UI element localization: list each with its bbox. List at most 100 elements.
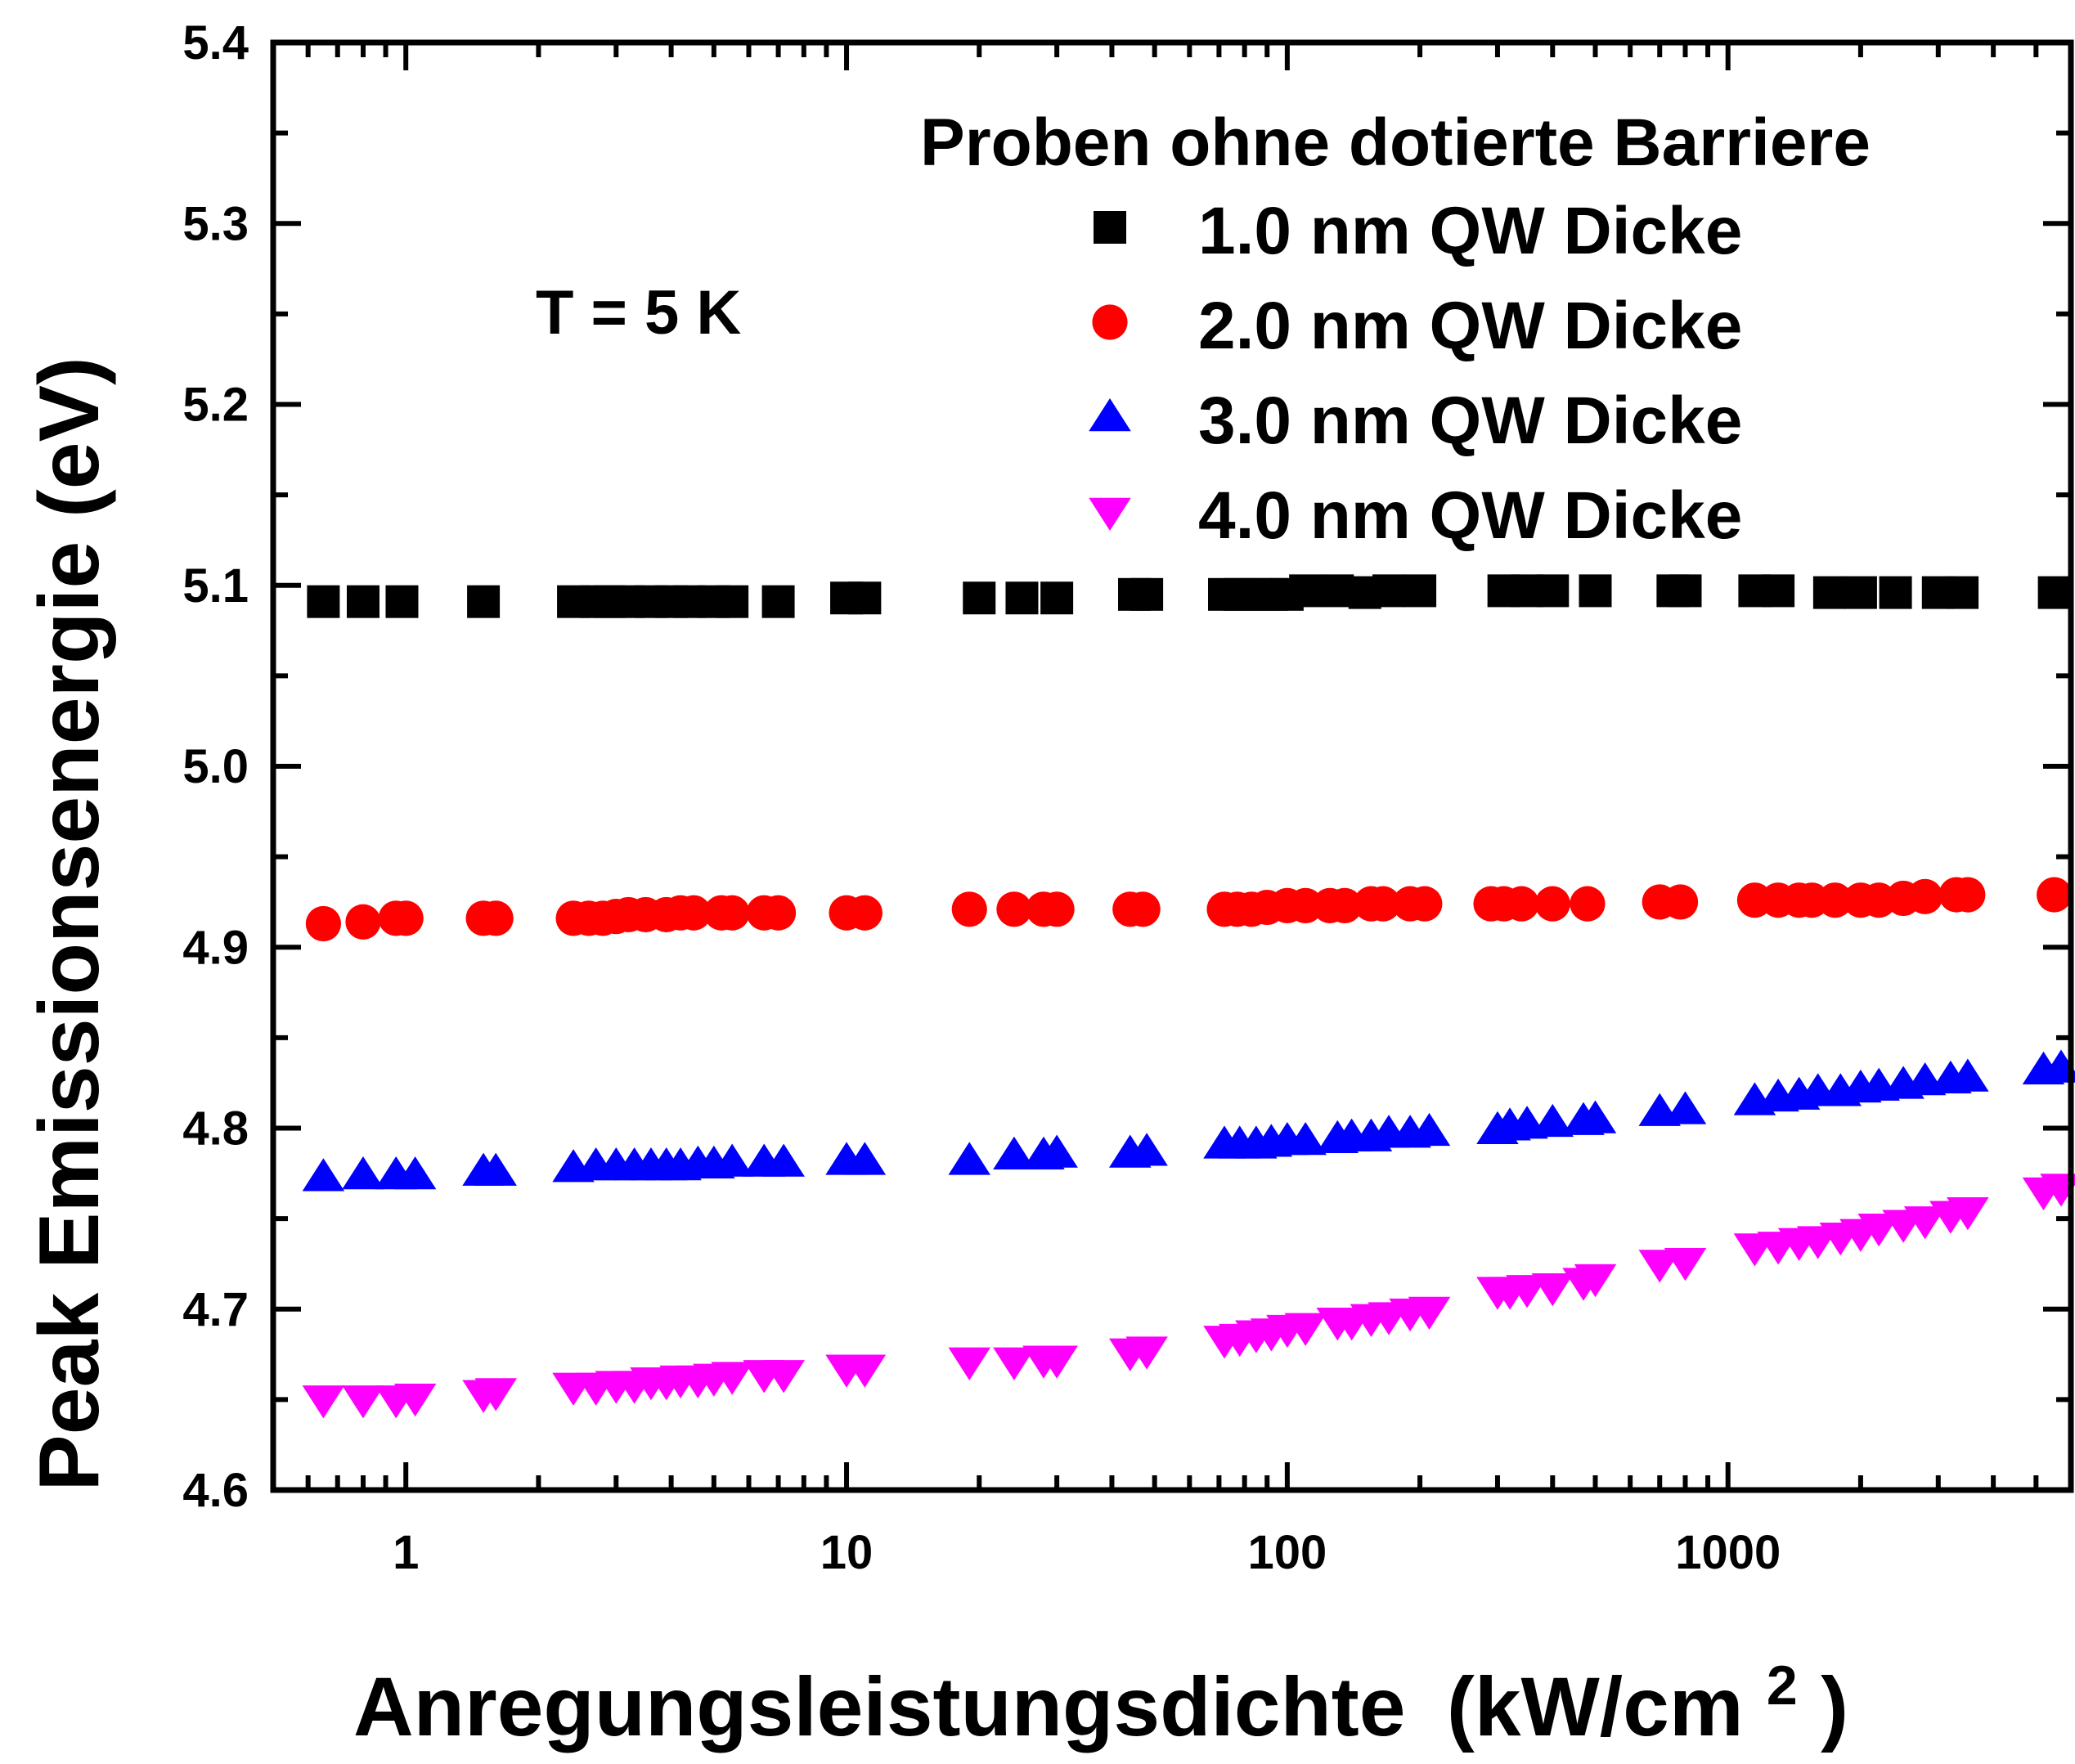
- data-point: [762, 1360, 805, 1394]
- data-point: [1574, 1100, 1617, 1133]
- legend: 1.0 nm QW Dicke 2.0 nm QW Dicke 3.0 nm QW …: [1089, 194, 1742, 553]
- data-point: [474, 1152, 517, 1186]
- data-point: [996, 891, 1032, 927]
- data-point: [1536, 574, 1570, 608]
- data-point: [714, 895, 750, 931]
- data-point: [760, 895, 797, 931]
- data-point: [1040, 581, 1074, 615]
- x-tick-label: 10: [820, 1526, 874, 1579]
- data-point: [1287, 887, 1323, 923]
- data-point: [1903, 1206, 1947, 1240]
- x-axis-title-unit-open: (kW/cm: [1447, 1660, 1744, 1753]
- data-point: [1574, 1264, 1617, 1298]
- data-point: [676, 895, 712, 931]
- data-point: [1035, 1134, 1078, 1168]
- data-point: [388, 900, 424, 936]
- data-point: [478, 900, 514, 936]
- data-point: [1669, 574, 1702, 608]
- x-axis-title-unit-sup: 2: [1767, 1654, 1798, 1717]
- legend-entry: 2.0 nm QW Dicke: [1092, 289, 1742, 363]
- plot-points: [302, 574, 2075, 1419]
- data-point: [951, 891, 987, 927]
- data-point: [993, 1347, 1035, 1380]
- data-point: [1950, 877, 1986, 913]
- legend-entry: 1.0 nm QW Dicke: [1094, 194, 1742, 268]
- data-point: [1408, 1112, 1451, 1147]
- data-point: [1570, 886, 1606, 922]
- x-tick-label: 100: [1247, 1526, 1327, 1579]
- legend-label: 4.0 nm QW Dicke: [1198, 478, 1742, 553]
- x-axis-title: Anregungsleistungsdichte (kW/cm 2 ): [353, 1629, 1848, 1753]
- data-point: [305, 905, 341, 942]
- y-tick-label: 5.0: [182, 740, 249, 793]
- y-axis-title: Peak Emissionsenergie (eV): [22, 357, 117, 1491]
- data-point: [963, 581, 996, 615]
- data-point: [847, 895, 883, 931]
- data-point: [1284, 1313, 1327, 1346]
- data-point: [843, 1354, 887, 1388]
- data-point: [711, 1143, 753, 1177]
- data-point: [1407, 886, 1443, 922]
- legend-marker: [1089, 497, 1131, 531]
- data-point: [1125, 1133, 1168, 1166]
- data-point: [1503, 886, 1539, 922]
- data-point: [1857, 1213, 1900, 1247]
- data-point: [1579, 574, 1612, 608]
- data-point: [307, 585, 340, 618]
- data-point: [1817, 882, 1853, 918]
- data-point: [474, 1378, 517, 1412]
- y-tick-label: 4.8: [182, 1102, 249, 1156]
- data-point: [1035, 1345, 1078, 1379]
- legend-label: 2.0 nm QW Dicke: [1198, 289, 1742, 363]
- data-point: [1531, 1273, 1574, 1307]
- data-point: [1372, 574, 1406, 608]
- data-point: [1762, 574, 1795, 608]
- legend-entry: 4.0 nm QW Dicke: [1089, 478, 1742, 553]
- data-point: [1947, 1058, 1989, 1092]
- series-3: [302, 1049, 2075, 1192]
- data-point: [393, 1383, 437, 1417]
- x-axis-title-unit-close: ): [1821, 1660, 1848, 1753]
- legend-marker: [1092, 304, 1128, 340]
- data-point: [1534, 886, 1570, 922]
- y-tick-label: 5.2: [182, 379, 249, 432]
- x-tick-label: 1000: [1675, 1526, 1781, 1579]
- legend-label: 1.0 nm QW Dicke: [1198, 194, 1742, 268]
- y-tick-label: 4.6: [182, 1464, 249, 1517]
- data-point: [843, 1142, 887, 1175]
- data-point: [342, 1156, 384, 1190]
- data-point: [1844, 576, 1877, 609]
- data-point: [1506, 1275, 1548, 1308]
- data-point: [345, 904, 381, 940]
- data-point: [1005, 581, 1039, 615]
- data-point: [948, 1142, 991, 1175]
- data-point: [848, 581, 882, 615]
- data-point: [1130, 577, 1164, 611]
- data-point: [1321, 574, 1354, 608]
- data-point: [2040, 1174, 2075, 1207]
- data-point: [1638, 1250, 1681, 1283]
- data-point: [1039, 891, 1075, 927]
- data-point: [302, 1158, 345, 1192]
- data-point: [1907, 878, 1943, 914]
- data-point: [1289, 574, 1323, 608]
- data-point: [1879, 576, 1912, 609]
- data-point: [1946, 576, 1979, 609]
- data-point: [1812, 576, 1846, 609]
- data-point: [761, 585, 795, 618]
- x-axis-title-main: Anregungsleistungsdichte: [353, 1660, 1405, 1753]
- series-4: [302, 1174, 2075, 1419]
- data-point: [467, 585, 501, 618]
- data-point: [1531, 1103, 1574, 1138]
- data-point: [993, 1136, 1035, 1169]
- legend-entry: 3.0 nm QW Dicke: [1089, 384, 1742, 458]
- data-point: [1125, 891, 1161, 927]
- data-point: [711, 1362, 753, 1395]
- y-tick-label: 5.4: [182, 16, 249, 70]
- data-point: [1125, 1336, 1168, 1370]
- data-point: [2037, 877, 2073, 913]
- data-point: [1947, 1197, 1989, 1231]
- data-point: [393, 1156, 437, 1190]
